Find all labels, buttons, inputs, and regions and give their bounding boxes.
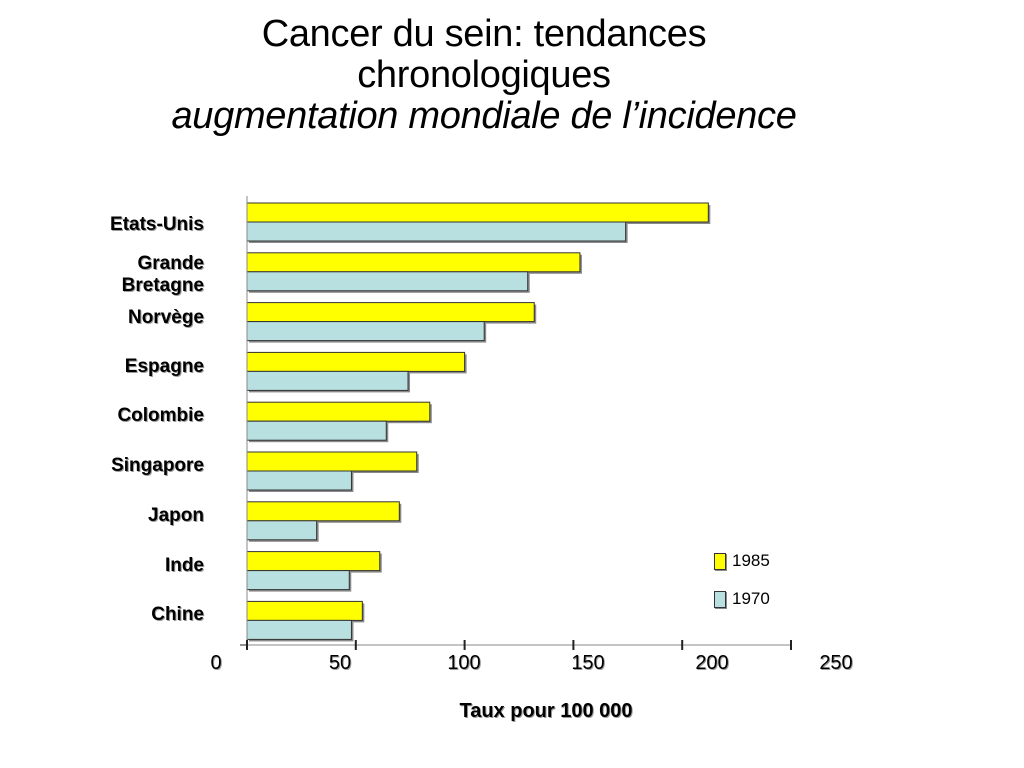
chart-title: Cancer du sein: tendances chronologiques… bbox=[0, 14, 968, 137]
legend-item-1985: 1985 bbox=[714, 551, 770, 570]
legend-swatch bbox=[714, 590, 726, 608]
bar-1970-japon bbox=[246, 520, 318, 541]
category-label: Espagne bbox=[124, 356, 204, 377]
title-line-3: augmentation mondiale de l’incidence bbox=[171, 95, 797, 137]
category-label: Singapore bbox=[111, 455, 204, 476]
category-label: Etats-Unis bbox=[110, 214, 204, 235]
bar-1970-inde bbox=[246, 570, 350, 591]
bar-1985-espagne bbox=[246, 351, 466, 372]
x-tick-label: 50 bbox=[328, 652, 352, 674]
bar-1970-norvège bbox=[246, 321, 485, 342]
bar-1970-espagne bbox=[246, 370, 409, 391]
category-label: Japon bbox=[148, 505, 204, 526]
x-tick-label: 100 bbox=[447, 652, 481, 674]
bar-1970-chine bbox=[246, 619, 352, 640]
bar-1970-singapore bbox=[246, 470, 352, 491]
category-label: Inde bbox=[164, 555, 204, 576]
x-axis-label: Taux pour 100 000 bbox=[459, 700, 633, 722]
title-line-2: chronologiques bbox=[357, 54, 611, 96]
x-tick-label: 150 bbox=[571, 652, 605, 674]
category-label: Chine bbox=[151, 604, 204, 625]
bar-1985-etats-unis bbox=[246, 202, 709, 223]
bar-1985-inde bbox=[246, 551, 381, 572]
bar-1985-colombie bbox=[246, 401, 431, 422]
legend-swatch bbox=[714, 552, 726, 570]
x-tick-label: 200 bbox=[695, 652, 729, 674]
bar-1985-singapore bbox=[246, 451, 418, 472]
legend-item-1970: 1970 bbox=[714, 589, 770, 608]
title-line-1: Cancer du sein: tendances bbox=[261, 13, 707, 55]
x-tick-label: 0 bbox=[210, 652, 222, 674]
bar-1985-grande-bretagne bbox=[246, 252, 581, 273]
category-label: Norvège bbox=[127, 307, 204, 328]
legend-label: 1970 bbox=[732, 589, 770, 608]
bar-1985-japon bbox=[246, 501, 400, 522]
bar-1970-etats-unis bbox=[246, 221, 627, 242]
bar-1970-grande-bretagne bbox=[246, 271, 529, 292]
category-label: Colombie bbox=[117, 405, 204, 426]
bar-1985-chine bbox=[246, 600, 363, 621]
bar-1970-colombie bbox=[246, 420, 387, 441]
category-label: Grande Bretagne bbox=[121, 253, 204, 296]
legend-label: 1985 bbox=[732, 551, 770, 570]
bar-1985-norvège bbox=[246, 302, 535, 323]
x-tick-label: 250 bbox=[819, 652, 853, 674]
